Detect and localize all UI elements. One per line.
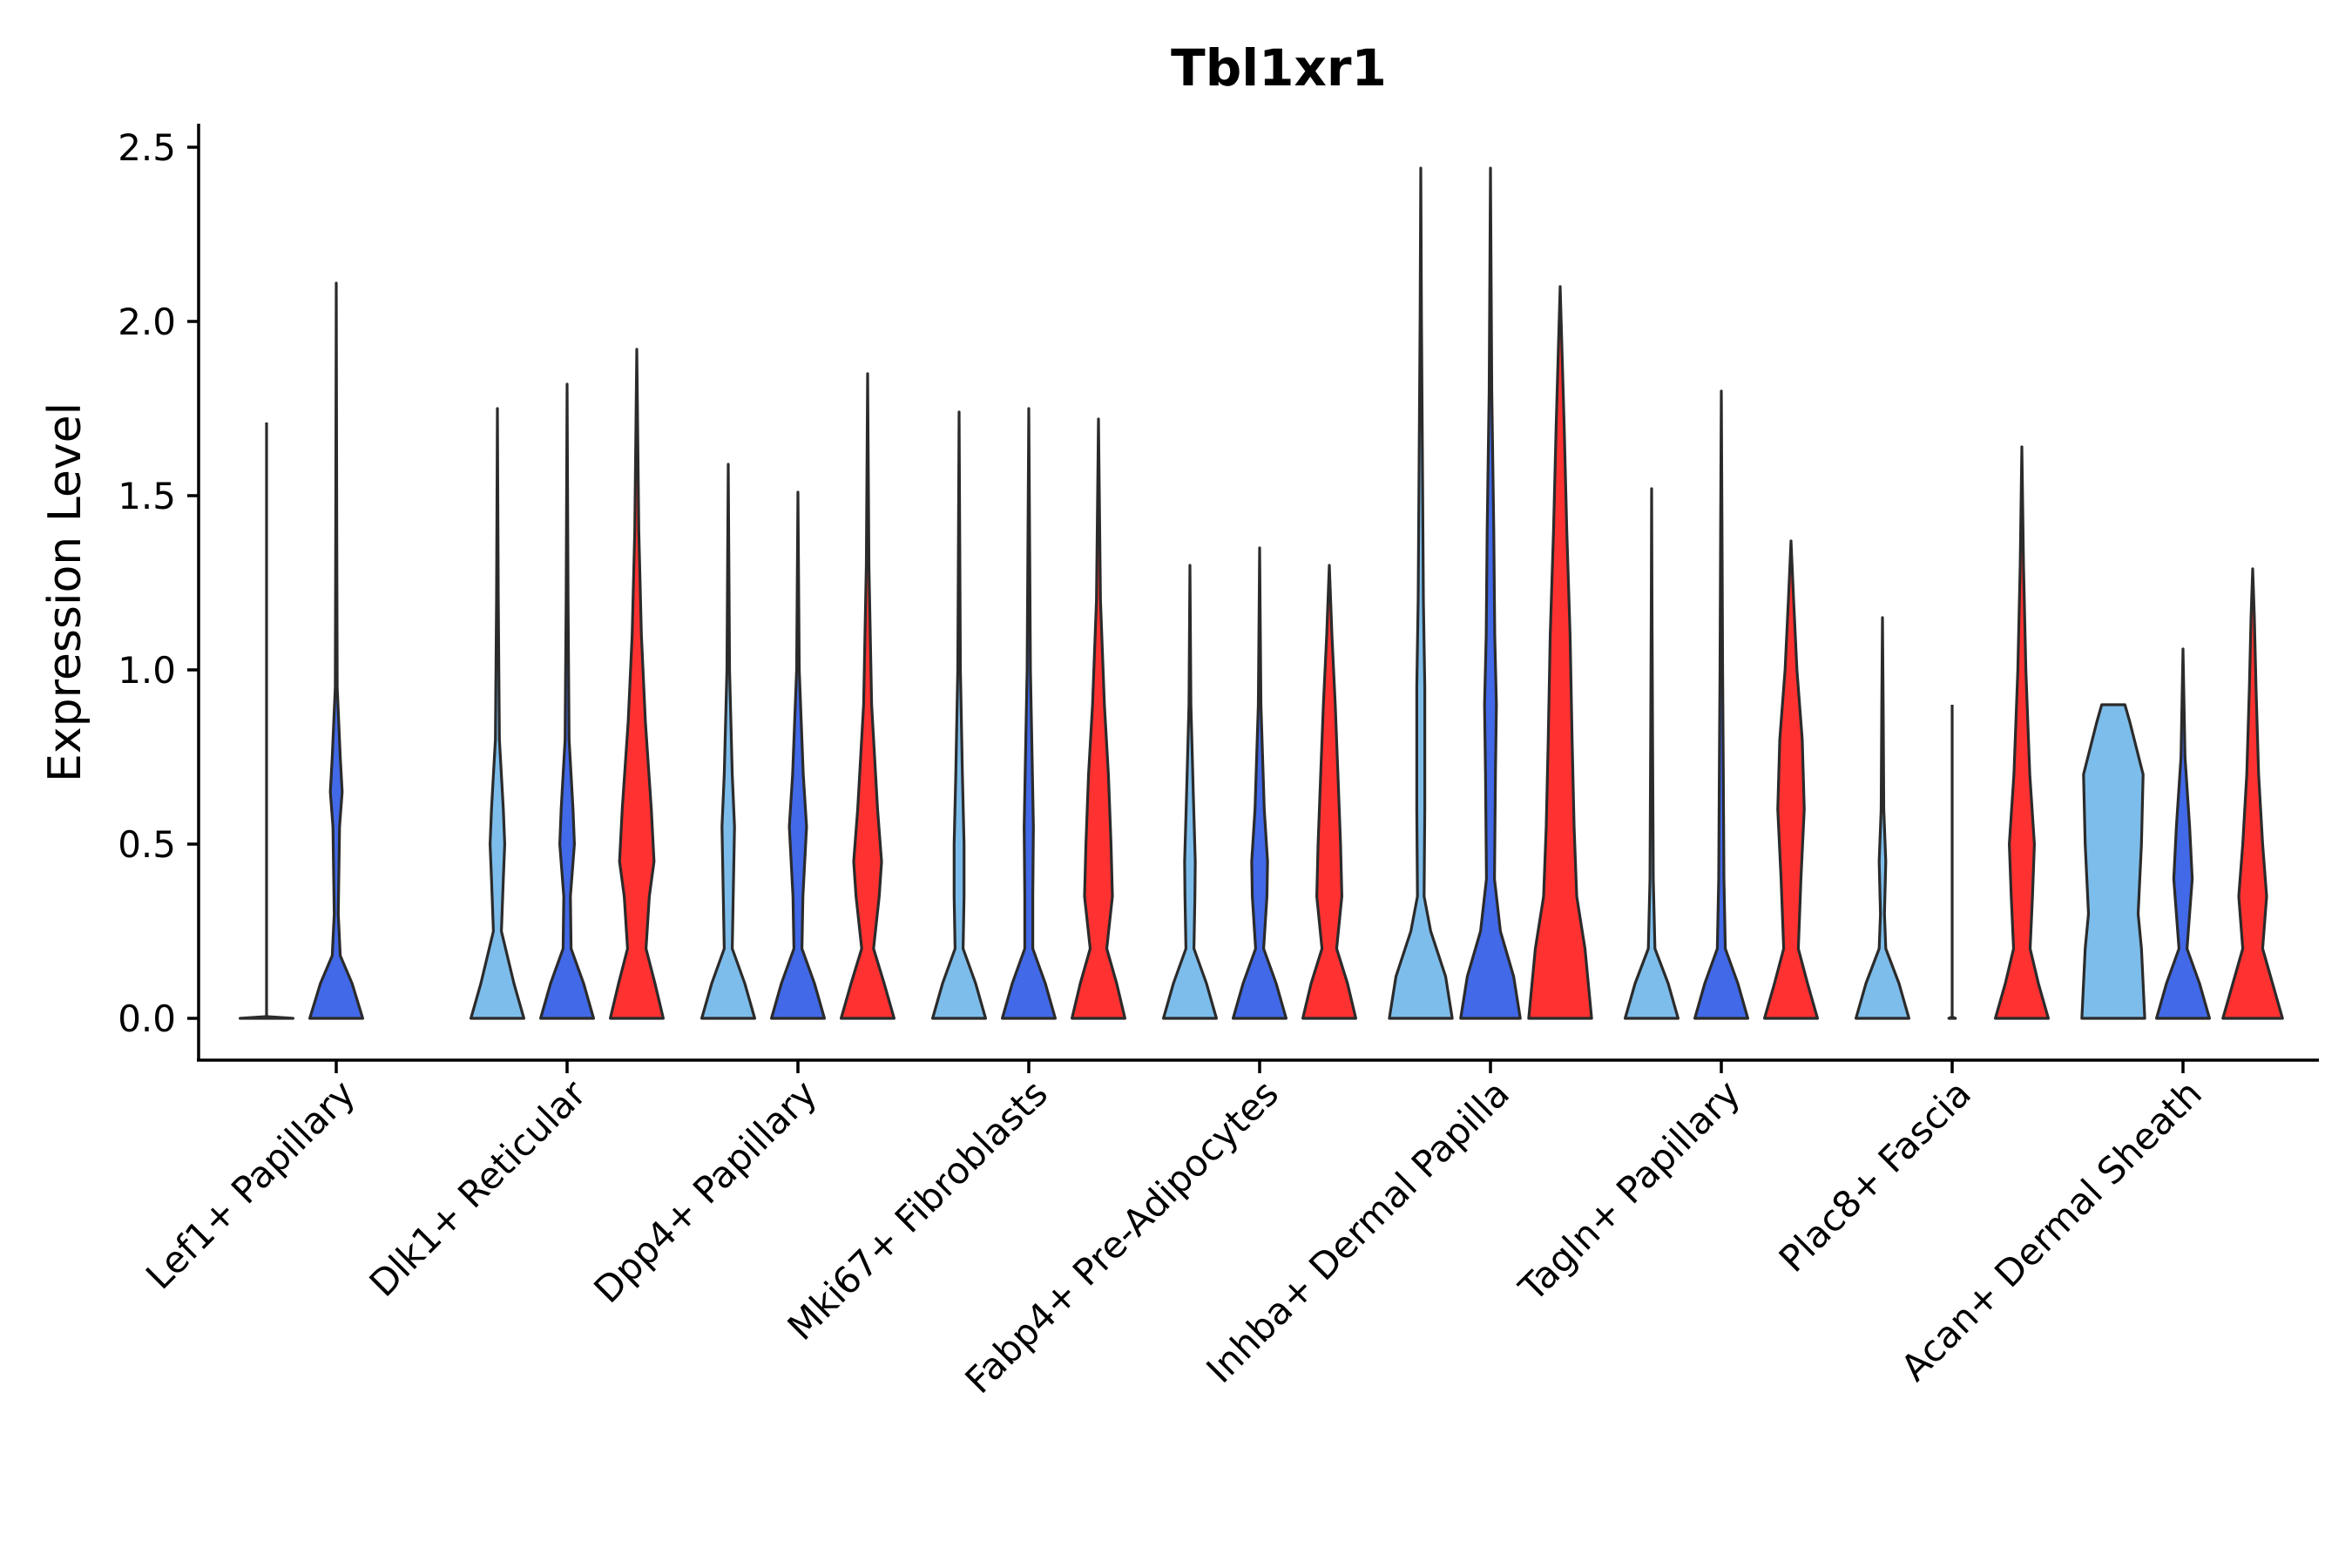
y-tick-label: 1.0 [118, 649, 176, 692]
violin [1162, 564, 1218, 1020]
violin [1459, 166, 1522, 1020]
violin [1855, 616, 1910, 1020]
x-tick-label: Mki67+ Fibroblasts [780, 1071, 1056, 1348]
axes [197, 124, 2319, 1062]
y-tick-label: 0.0 [118, 997, 176, 1040]
violin [1763, 539, 1819, 1020]
y-tick-label: 2.5 [118, 126, 176, 169]
violin [1994, 445, 2050, 1020]
violin [1232, 546, 1288, 1020]
y-ticks: 0.0 0.5 1.0 1.5 2.0 2.5 [118, 126, 199, 1040]
violin [308, 281, 364, 1020]
violin [1947, 1015, 1957, 1020]
violin [239, 1015, 294, 1020]
chart-title: Tbl1xr1 [1171, 38, 1387, 98]
violin [1301, 564, 1357, 1020]
violin [539, 382, 595, 1020]
x-tick-label: Tagln+ Papillary [1511, 1071, 1748, 1309]
violin [609, 348, 665, 1020]
x-tick-label: Dlk1+ Reticular [362, 1071, 595, 1305]
x-tick-label: Dpp4+ Papillary [585, 1071, 825, 1311]
violin [1071, 417, 1126, 1020]
violin [1693, 389, 1749, 1020]
violin [1388, 166, 1454, 1020]
violin [770, 490, 826, 1020]
violin [1527, 285, 1593, 1020]
violin [840, 372, 896, 1020]
violin [1001, 407, 1057, 1020]
violin [1624, 487, 1680, 1020]
y-axis-label: Expression Level [39, 402, 91, 782]
y-tick-label: 2.0 [118, 301, 176, 343]
y-tick-label: 0.5 [118, 823, 176, 866]
x-tick-label: Plac8+ Fascia [1771, 1071, 1979, 1280]
violin [931, 410, 987, 1020]
x-tick-label: Lef1+ Papillary [138, 1071, 363, 1297]
violin [2221, 567, 2284, 1020]
y-tick-label: 1.5 [118, 475, 176, 517]
violin [470, 407, 525, 1020]
violin [2080, 703, 2146, 1020]
violin-group [239, 166, 2284, 1020]
violin [2155, 647, 2211, 1020]
violin [700, 463, 756, 1020]
